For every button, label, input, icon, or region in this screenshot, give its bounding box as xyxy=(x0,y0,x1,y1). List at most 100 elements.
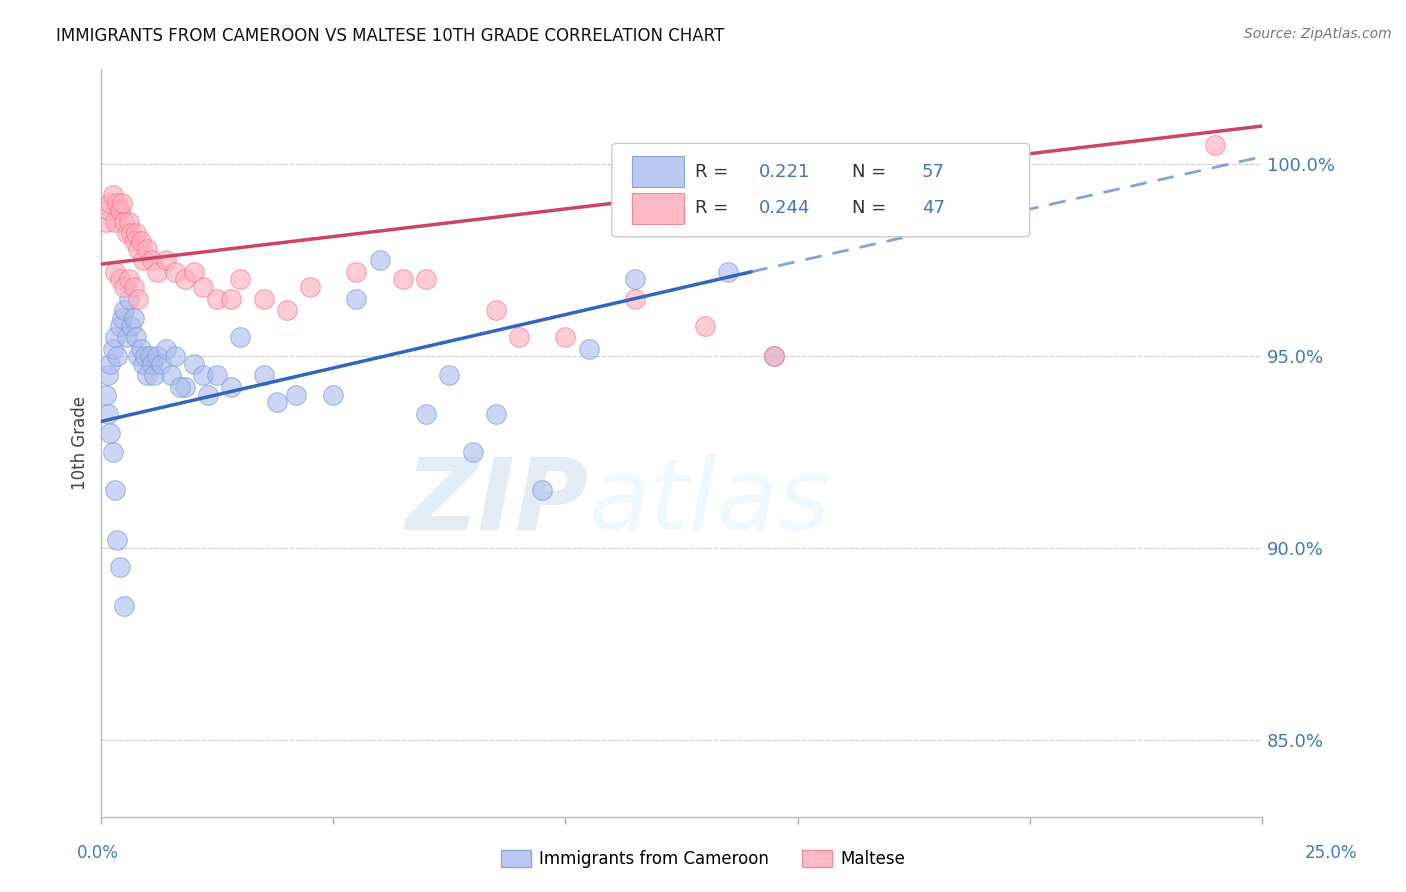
FancyBboxPatch shape xyxy=(612,144,1029,236)
Point xyxy=(165,265,187,279)
Point xyxy=(1204,138,1226,153)
Text: N =: N = xyxy=(852,162,893,181)
Point xyxy=(485,303,508,318)
Point xyxy=(108,272,131,286)
Point xyxy=(415,272,437,286)
Bar xyxy=(631,156,683,187)
Point xyxy=(145,265,167,279)
Point xyxy=(127,292,149,306)
Point xyxy=(205,292,228,306)
Point xyxy=(392,272,415,286)
Point xyxy=(461,445,484,459)
Point xyxy=(554,330,576,344)
Point xyxy=(141,253,163,268)
Point xyxy=(285,387,308,401)
Point xyxy=(108,318,131,333)
Point xyxy=(108,560,131,574)
Point xyxy=(112,303,135,318)
Point xyxy=(624,272,647,286)
Legend: Immigrants from Cameroon, Maltese: Immigrants from Cameroon, Maltese xyxy=(494,843,912,875)
Point xyxy=(298,280,321,294)
Text: R =: R = xyxy=(696,162,734,181)
Point xyxy=(219,292,242,306)
Point xyxy=(139,349,162,363)
Text: 25.0%: 25.0% xyxy=(1305,844,1357,862)
Point xyxy=(165,349,187,363)
Point xyxy=(134,349,156,363)
Point xyxy=(439,368,461,383)
Text: IMMIGRANTS FROM CAMEROON VS MALTESE 10TH GRADE CORRELATION CHART: IMMIGRANTS FROM CAMEROON VS MALTESE 10TH… xyxy=(56,27,724,45)
Point xyxy=(183,265,205,279)
Bar xyxy=(631,193,683,224)
Point xyxy=(143,368,166,383)
Point xyxy=(120,227,142,241)
Point xyxy=(229,330,252,344)
Point xyxy=(183,357,205,371)
Point xyxy=(145,349,167,363)
Point xyxy=(531,483,554,498)
Point xyxy=(115,330,138,344)
Point xyxy=(197,387,219,401)
Point xyxy=(122,280,145,294)
Point xyxy=(105,533,128,548)
Point xyxy=(120,318,142,333)
Point xyxy=(252,292,274,306)
Text: atlas: atlas xyxy=(589,454,830,551)
Point xyxy=(112,599,135,613)
Point xyxy=(101,445,124,459)
Point xyxy=(346,265,368,279)
Point xyxy=(94,215,117,229)
Point xyxy=(97,407,120,421)
Point xyxy=(132,357,155,371)
Point xyxy=(115,227,138,241)
Point xyxy=(624,292,647,306)
Text: R =: R = xyxy=(696,200,734,218)
Point xyxy=(763,349,786,363)
Text: 0.0%: 0.0% xyxy=(77,844,120,862)
Text: ZIP: ZIP xyxy=(405,454,589,551)
Y-axis label: 10th Grade: 10th Grade xyxy=(72,395,89,490)
Point xyxy=(763,349,786,363)
Point xyxy=(485,407,508,421)
Point xyxy=(578,342,600,356)
Point xyxy=(125,227,148,241)
Point xyxy=(122,310,145,325)
Point xyxy=(205,368,228,383)
Point xyxy=(125,330,148,344)
Point xyxy=(252,368,274,383)
Point xyxy=(693,318,716,333)
Point xyxy=(111,195,134,210)
Point xyxy=(159,368,181,383)
Point xyxy=(98,357,121,371)
Point xyxy=(415,407,437,421)
Point xyxy=(132,253,155,268)
Point xyxy=(98,425,121,440)
Point xyxy=(118,292,141,306)
Text: 47: 47 xyxy=(922,200,945,218)
Point xyxy=(105,349,128,363)
Point xyxy=(717,265,740,279)
Point xyxy=(346,292,368,306)
Text: N =: N = xyxy=(852,200,893,218)
Point xyxy=(193,280,215,294)
Point xyxy=(127,242,149,256)
Point xyxy=(141,357,163,371)
Point xyxy=(112,280,135,294)
Point xyxy=(193,368,215,383)
Point xyxy=(129,234,152,248)
Point xyxy=(322,387,344,401)
Point xyxy=(173,272,195,286)
Point xyxy=(104,265,127,279)
Text: Source: ZipAtlas.com: Source: ZipAtlas.com xyxy=(1244,27,1392,41)
Point xyxy=(276,303,298,318)
Point xyxy=(229,272,252,286)
Point xyxy=(219,380,242,394)
Point xyxy=(127,349,149,363)
Point xyxy=(266,395,288,409)
Point xyxy=(101,188,124,202)
Point xyxy=(129,342,152,356)
Point xyxy=(97,203,120,218)
Point xyxy=(104,483,127,498)
Text: 0.221: 0.221 xyxy=(759,162,811,181)
Text: 0.244: 0.244 xyxy=(759,200,811,218)
